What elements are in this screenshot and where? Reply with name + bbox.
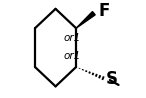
Text: S: S <box>105 70 118 88</box>
Polygon shape <box>76 12 95 28</box>
Text: or1: or1 <box>64 33 81 43</box>
Text: or1: or1 <box>64 51 81 61</box>
Text: F: F <box>98 2 110 20</box>
